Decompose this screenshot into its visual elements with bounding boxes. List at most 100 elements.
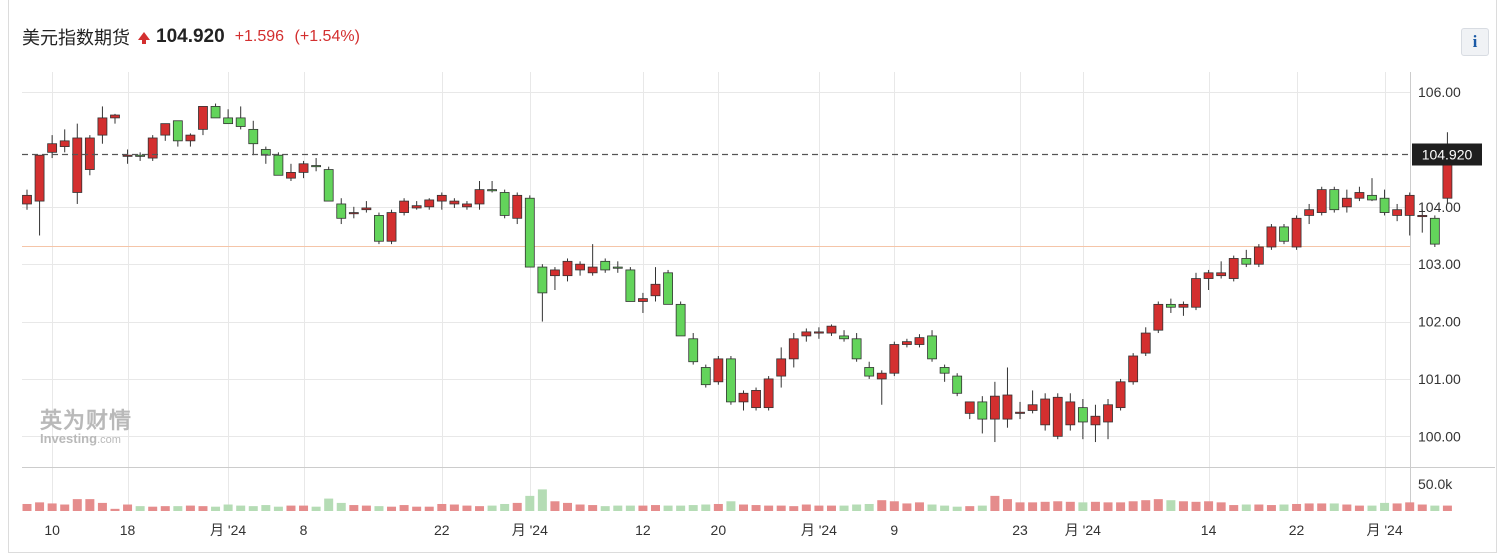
volume-tick-label: 50.0k — [1418, 476, 1453, 492]
candle — [1203, 269, 1214, 291]
volume-bar — [110, 508, 120, 511]
volume-bar — [123, 504, 133, 511]
candle — [524, 195, 535, 268]
candle-body — [323, 169, 334, 202]
candle-body — [1140, 332, 1151, 354]
candle — [839, 330, 849, 342]
instrument-title: 美元指数期货 — [22, 28, 130, 48]
candle-body — [273, 154, 284, 176]
candle — [122, 149, 133, 164]
volume-bar — [1392, 503, 1402, 511]
candle-body — [675, 303, 686, 337]
candle — [512, 192, 523, 225]
candle-body — [1228, 258, 1239, 279]
volume-bar — [1354, 505, 1364, 511]
candle — [1228, 255, 1239, 282]
volume-bar — [990, 495, 1000, 511]
last-price-label: 104.920 — [1422, 147, 1473, 163]
volume-bar — [751, 505, 761, 511]
x-tick-label: 22 — [434, 522, 450, 538]
candle — [650, 267, 661, 302]
candle-body — [1429, 217, 1440, 245]
volume-bar — [399, 505, 409, 511]
candle-body — [298, 163, 309, 173]
candle — [600, 258, 611, 273]
candle — [499, 189, 510, 219]
candle — [1165, 298, 1176, 313]
candle-body — [575, 263, 585, 271]
candle-body — [260, 149, 271, 156]
volume-bar — [676, 505, 686, 511]
watermark-cn: 英为财情 — [40, 408, 133, 433]
candle-body — [122, 154, 133, 157]
volume-bar — [1141, 500, 1151, 511]
candle — [1002, 367, 1013, 428]
candle — [1153, 301, 1164, 334]
volume-bar — [1153, 499, 1163, 511]
candle-body — [1417, 215, 1428, 218]
volume-bar — [1279, 504, 1289, 511]
candle — [625, 267, 636, 302]
candle-body — [34, 154, 45, 202]
candle — [172, 120, 183, 147]
candle-body — [826, 325, 837, 334]
volume-bar — [248, 506, 258, 511]
candle-body — [939, 367, 950, 374]
candle-body — [600, 260, 611, 271]
candle-body — [524, 197, 535, 268]
candle — [160, 123, 171, 141]
candle-body — [487, 189, 497, 192]
candle — [1392, 203, 1403, 222]
candle — [1417, 209, 1428, 233]
volume-bar — [273, 506, 283, 511]
x-tick-label: 月 '24 — [801, 522, 837, 538]
volume-bar — [437, 503, 447, 511]
volume-bar — [1090, 501, 1100, 511]
x-tick-label: 20 — [711, 522, 727, 538]
volume-bar — [60, 504, 70, 511]
candle — [1052, 393, 1063, 440]
watermark-en-main: Investing — [40, 431, 98, 446]
candle — [751, 387, 761, 411]
volume-bar — [35, 502, 45, 511]
volume-bar — [575, 504, 585, 511]
x-tick-label: 月 '24 — [210, 522, 246, 538]
candle-body — [927, 335, 937, 360]
volume-bar — [864, 503, 874, 511]
volume-bar — [160, 506, 170, 511]
volume-bar — [299, 505, 309, 511]
candle-body — [449, 200, 460, 205]
candle-body — [1128, 355, 1139, 383]
candle — [1279, 224, 1289, 245]
candle — [1354, 186, 1365, 202]
candle-body — [663, 272, 673, 305]
candle — [34, 154, 45, 236]
candle-body — [286, 172, 296, 179]
candle — [964, 401, 975, 420]
y-tick-label: 103.00 — [1418, 256, 1461, 272]
volume-bar — [462, 505, 472, 511]
x-tick-label: 月 '24 — [512, 522, 548, 538]
volume-bar — [512, 502, 522, 511]
volume-bar — [537, 489, 547, 511]
candle-body — [374, 215, 384, 242]
volume-bar — [588, 505, 598, 511]
candle-body — [952, 375, 963, 394]
volume-bar — [852, 504, 862, 511]
candle — [952, 373, 963, 397]
candle-body — [22, 194, 32, 205]
volume-bar — [977, 505, 987, 511]
candle-body — [1392, 209, 1403, 216]
candle-body — [751, 390, 761, 409]
volume-bar — [701, 504, 711, 511]
info-button[interactable]: i — [1461, 28, 1489, 56]
candle — [587, 244, 598, 276]
candle — [713, 355, 724, 385]
volume-bar — [952, 506, 962, 511]
volume-bar — [1128, 501, 1138, 511]
volume-bar — [1292, 503, 1302, 511]
watermark-en: Investing.com — [40, 432, 132, 447]
candle — [311, 158, 322, 172]
volume-bar — [1317, 503, 1327, 511]
